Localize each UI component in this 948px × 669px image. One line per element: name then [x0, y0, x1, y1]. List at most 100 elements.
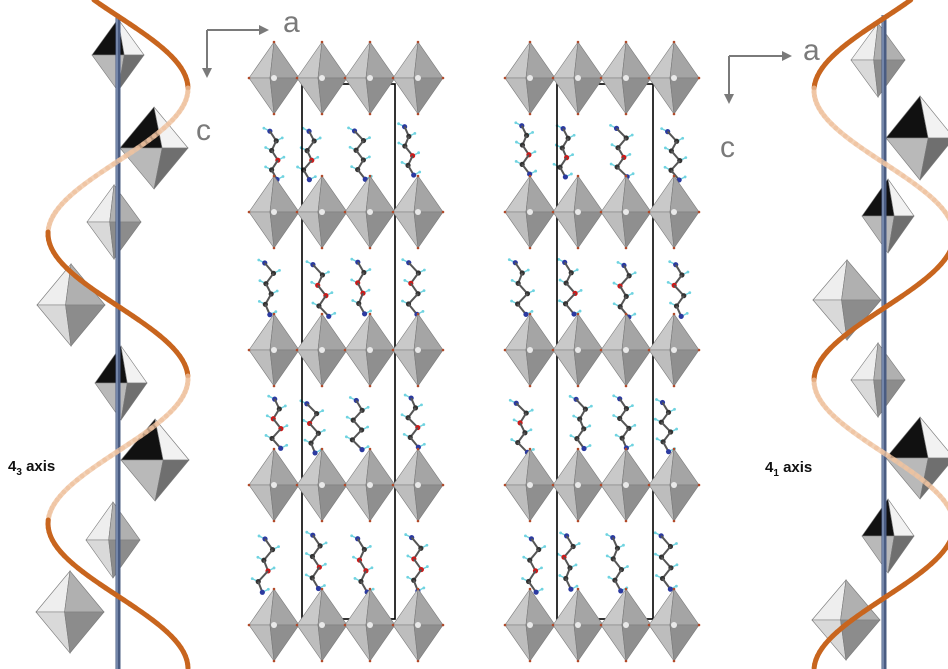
octahedron-face: [621, 484, 652, 522]
octahedron-face: [873, 22, 906, 61]
octahedron-face: [621, 624, 652, 662]
halide-atom: [551, 348, 555, 352]
octahedron: [392, 448, 444, 522]
octahedron-face: [344, 624, 371, 662]
organic-cation: [350, 257, 372, 317]
octahedron: [504, 41, 556, 115]
halide-atom: [624, 40, 628, 44]
octahedron: [504, 588, 556, 662]
halide-atom: [528, 40, 532, 44]
halide-atom: [416, 519, 420, 523]
atom: [305, 530, 309, 534]
atom: [411, 172, 417, 178]
metal-center: [671, 209, 677, 215]
octahedron-face: [552, 624, 579, 662]
octahedron-face: [344, 175, 371, 213]
octahedron: [600, 448, 652, 522]
atom: [323, 562, 327, 566]
octahedron-face: [269, 349, 300, 387]
atom: [568, 586, 574, 592]
halide-atom: [320, 519, 324, 523]
halide-atom: [343, 210, 347, 214]
octahedron-face: [621, 448, 652, 486]
organic-cation: [347, 126, 373, 182]
octahedron: [552, 448, 604, 522]
octahedron: [861, 498, 915, 574]
atom: [368, 545, 372, 548]
octahedron-face: [392, 175, 419, 213]
octahedron-face: [365, 313, 396, 351]
octahedron: [504, 448, 556, 522]
halide-atom: [624, 246, 628, 250]
octahedron-face: [269, 588, 300, 626]
a-axis-arrowhead: [782, 51, 792, 61]
atom: [368, 268, 372, 271]
right-screw-axis-label: 41 axis: [765, 459, 812, 479]
octahedron-face: [600, 41, 627, 79]
atom: [673, 407, 676, 411]
metal-center: [319, 482, 325, 488]
halide-atom: [624, 659, 628, 663]
organic-cation: [666, 260, 692, 319]
octahedron-face: [573, 448, 604, 486]
halide-atom: [624, 587, 628, 591]
octahedron-face: [600, 349, 627, 387]
halide-atom: [320, 659, 324, 663]
atom: [631, 404, 634, 408]
octahedron-face: [669, 484, 700, 522]
atom: [420, 403, 423, 407]
organic-cation: [264, 394, 289, 451]
octahedron: [850, 341, 906, 419]
octahedron-face: [669, 175, 700, 213]
atom: [588, 444, 592, 447]
octahedron-face: [392, 211, 419, 249]
halide-atom: [368, 112, 372, 116]
atom: [259, 589, 265, 595]
halide-atom: [272, 384, 276, 388]
octahedron-face: [117, 54, 145, 92]
octahedron-face: [600, 211, 627, 249]
organic-cation: [344, 396, 370, 453]
halide-atom: [697, 483, 701, 487]
metal-center: [367, 209, 373, 215]
halide-atom: [624, 519, 628, 523]
atom: [633, 423, 637, 427]
octahedron: [648, 313, 700, 387]
octahedron-face: [248, 77, 275, 115]
octahedron: [248, 41, 300, 115]
atom: [626, 565, 629, 568]
octahedron: [392, 313, 444, 387]
halide-atom: [272, 246, 276, 250]
octahedron-face: [621, 211, 652, 249]
octahedron-face: [317, 484, 348, 522]
octahedron-face: [621, 313, 652, 351]
organic-cation: [299, 399, 326, 456]
atom: [359, 447, 365, 453]
halide-atom: [503, 483, 507, 487]
metal-center: [527, 482, 533, 488]
organic-cation: [514, 121, 538, 177]
atom: [579, 289, 583, 292]
octahedron: [552, 588, 604, 662]
octahedron-face: [648, 41, 675, 79]
halide-atom: [247, 623, 251, 627]
organic-cation: [305, 260, 337, 319]
octahedron-face: [317, 588, 348, 626]
atom: [283, 404, 287, 408]
halide-atom: [368, 384, 372, 388]
octahedron-face: [504, 41, 531, 79]
octahedron-face: [413, 175, 444, 213]
atom: [574, 563, 578, 567]
organic-cation: [397, 122, 422, 178]
halide-atom: [528, 519, 532, 523]
octahedron-face: [365, 211, 396, 249]
right-label-main: 4: [765, 459, 774, 476]
atom: [571, 153, 575, 157]
halide-atom: [272, 587, 276, 591]
atom: [327, 270, 330, 274]
atom: [515, 140, 518, 144]
halide-atom: [672, 447, 676, 451]
atom: [666, 280, 670, 284]
organic-cation: [653, 398, 679, 455]
octahedron-face: [269, 175, 300, 213]
